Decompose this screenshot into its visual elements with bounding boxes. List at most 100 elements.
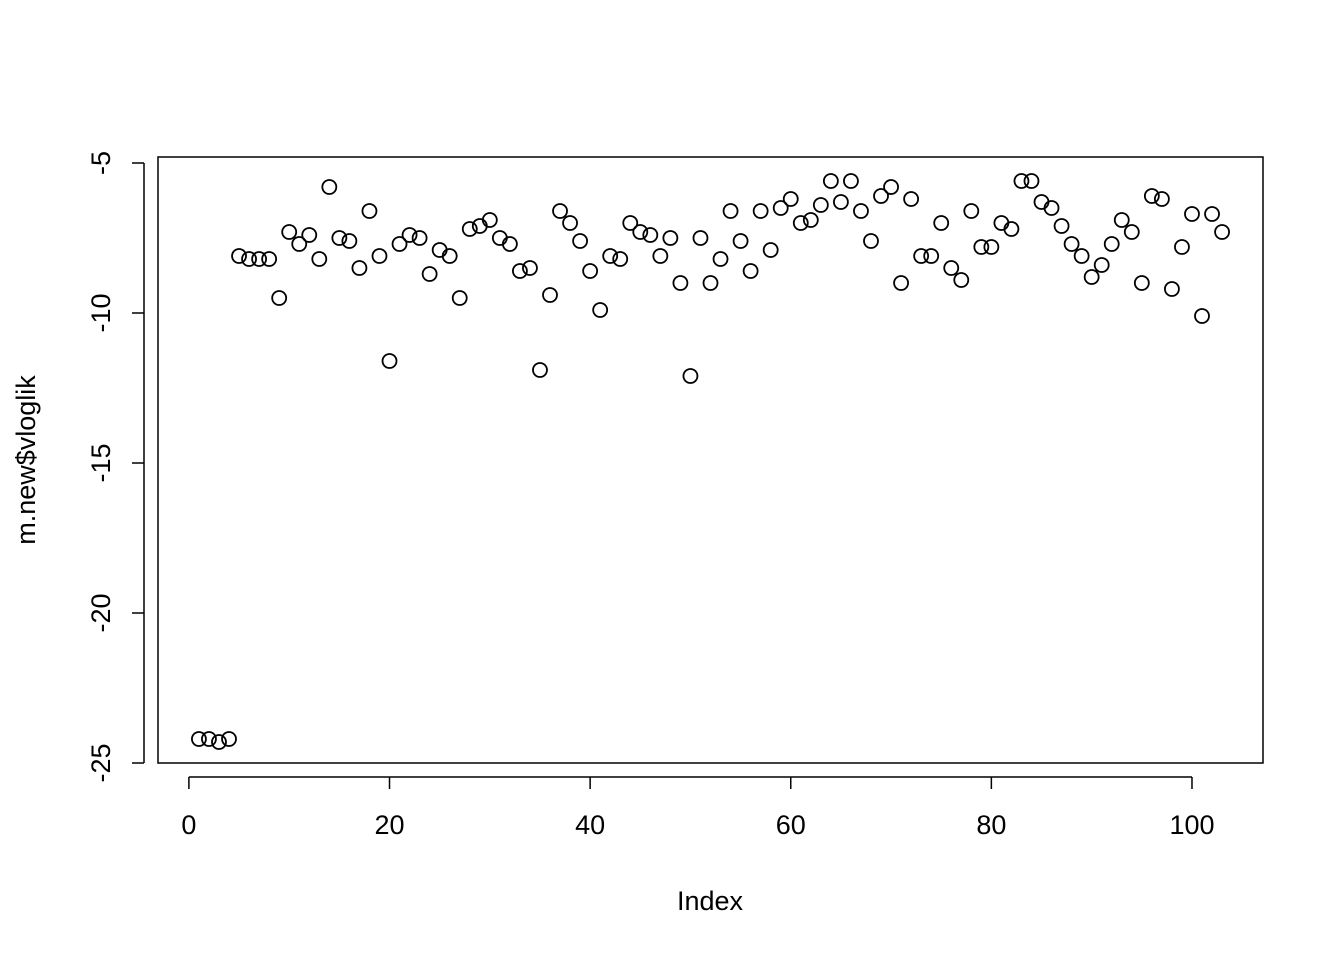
point (582, 263, 599, 279)
point (722, 203, 739, 219)
point (1083, 269, 1100, 285)
point (421, 266, 438, 282)
point (1053, 218, 1070, 234)
point (351, 260, 368, 276)
point (542, 287, 558, 303)
point (501, 236, 518, 252)
point (1214, 224, 1230, 240)
point (301, 227, 318, 243)
point (802, 212, 819, 228)
point (401, 227, 418, 243)
point (552, 203, 568, 219)
point (893, 275, 909, 291)
point (522, 260, 538, 276)
point (612, 251, 629, 267)
point (241, 251, 257, 267)
point (652, 248, 669, 264)
point (532, 362, 548, 378)
point (752, 203, 769, 219)
point (1174, 239, 1190, 255)
point (311, 251, 328, 267)
point (1103, 236, 1120, 252)
point (873, 188, 889, 204)
point (883, 179, 899, 195)
y-tick-label: -5 (86, 151, 116, 175)
y-tick-label: -25 (86, 743, 116, 782)
point (371, 248, 388, 264)
point (1194, 308, 1210, 324)
point (782, 191, 799, 207)
point (662, 230, 679, 246)
point (943, 260, 960, 276)
point (953, 272, 970, 288)
point (772, 200, 789, 216)
point (562, 215, 578, 231)
point (441, 248, 458, 264)
point (1164, 281, 1180, 297)
point (201, 731, 217, 747)
x-tick-label: 100 (1169, 810, 1214, 840)
x-tick-label: 80 (976, 810, 1006, 840)
point (211, 734, 227, 750)
point (732, 233, 749, 249)
point (853, 203, 869, 219)
x-tick-label: 40 (575, 810, 605, 840)
point (1023, 173, 1040, 189)
point (923, 248, 940, 264)
point (762, 242, 779, 258)
point (792, 215, 809, 231)
point (341, 233, 358, 249)
point (622, 215, 639, 231)
point (913, 248, 930, 264)
point (1093, 257, 1110, 273)
point (231, 248, 247, 264)
point (572, 233, 588, 249)
point (963, 203, 980, 219)
x-tick-label: 60 (776, 810, 806, 840)
point (702, 275, 719, 291)
point (1073, 248, 1090, 264)
point (1133, 275, 1150, 291)
point (1184, 206, 1200, 222)
point (281, 224, 298, 240)
point (933, 215, 950, 231)
point (381, 353, 398, 369)
x-tick-label: 20 (374, 810, 404, 840)
point (903, 191, 920, 207)
point (251, 251, 268, 267)
y-tick-label: -20 (86, 593, 116, 632)
y-axis-label: m.new$vloglik (11, 375, 41, 545)
y-tick-label: -15 (86, 443, 116, 482)
point (642, 227, 659, 243)
point (843, 173, 859, 189)
point (461, 221, 478, 237)
x-tick-label: 0 (181, 810, 196, 840)
point (271, 290, 288, 306)
point (291, 236, 308, 252)
point (1204, 206, 1220, 222)
point (221, 731, 237, 747)
point (481, 212, 498, 228)
point (632, 224, 649, 240)
point (1143, 188, 1160, 204)
point (191, 731, 207, 747)
point (261, 251, 278, 267)
point (742, 263, 759, 279)
point (331, 230, 348, 246)
point (812, 197, 829, 213)
point (1013, 173, 1030, 189)
y-tick-label: -10 (86, 293, 116, 332)
point (672, 275, 689, 291)
point (361, 203, 378, 219)
point (602, 248, 619, 264)
point (983, 239, 1000, 255)
point (863, 233, 879, 249)
point (592, 302, 609, 318)
point (1063, 236, 1080, 252)
point (1003, 221, 1020, 237)
point (833, 194, 849, 210)
point (712, 251, 729, 267)
point (451, 290, 468, 306)
point (411, 230, 428, 246)
